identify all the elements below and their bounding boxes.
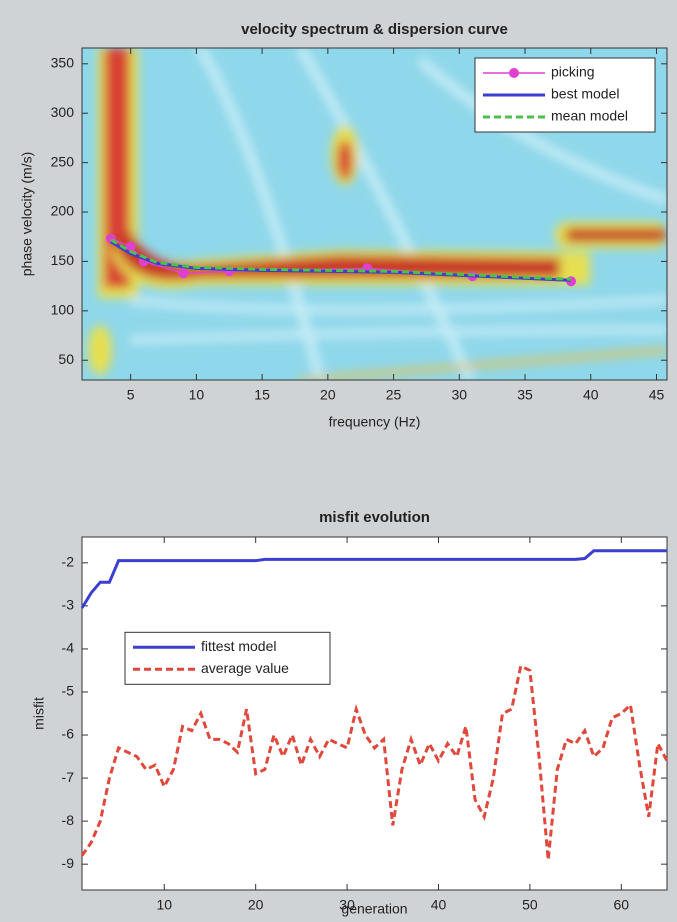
x-tick-label: 30 (452, 387, 468, 403)
x-tick-label: 60 (614, 897, 630, 913)
point (178, 268, 189, 279)
x-tick-label: 15 (254, 387, 270, 403)
y-tick-label: -2 (62, 554, 75, 570)
y-tick-label: 300 (51, 104, 75, 120)
legend-marker (509, 68, 519, 78)
y-tick-label: -9 (62, 855, 75, 871)
x-tick-label: 50 (522, 897, 538, 913)
y-axis-label: misfit (31, 697, 47, 730)
y-tick-label: 50 (58, 351, 74, 367)
y-tick-label: -4 (62, 640, 75, 656)
y-tick-label: 150 (51, 252, 75, 268)
axes-frame (81, 47, 668, 381)
y-tick-label: -3 (62, 597, 75, 613)
y-tick-label: -7 (62, 769, 75, 785)
x-tick-label: 40 (431, 897, 447, 913)
y-tick-label: 100 (51, 302, 75, 318)
y-tick-label: 350 (51, 55, 75, 71)
legend-label: mean model (551, 108, 628, 124)
x-tick-label: 45 (649, 387, 665, 403)
y-tick-label: -5 (62, 683, 75, 699)
x-tick-label: 10 (189, 387, 205, 403)
x-tick-label: 30 (339, 897, 355, 913)
x-tick-label: 40 (583, 387, 599, 403)
legend-box (124, 631, 331, 685)
chart-title: velocity spectrum & dispersion curve (241, 21, 508, 38)
x-tick-label: 20 (320, 387, 336, 403)
x-axis-label: generation (341, 901, 407, 917)
x-tick-label: 5 (127, 387, 135, 403)
x-tick-label: 35 (517, 387, 533, 403)
plot-area (82, 537, 667, 890)
chart-title: misfit evolution (319, 509, 430, 526)
y-tick-label: 250 (51, 153, 75, 169)
series-line (80, 663, 669, 861)
point (125, 241, 136, 252)
y-axis-label: phase velocity (m/s) (19, 152, 35, 276)
y-tick-label: -8 (62, 812, 75, 828)
x-tick-label: 10 (156, 897, 172, 913)
y-tick-label: 200 (51, 203, 75, 219)
legend-label: picking (551, 64, 595, 80)
legend-label: fittest model (201, 638, 276, 654)
axes-frame (81, 536, 668, 891)
x-tick-label: 25 (386, 387, 402, 403)
series-line (110, 238, 572, 281)
series-line (80, 549, 667, 609)
x-tick-label: 20 (248, 897, 264, 913)
legend-label: average value (201, 660, 289, 676)
legend-label: best model (551, 86, 619, 102)
y-tick-label: -6 (62, 726, 75, 742)
x-axis-label: frequency (Hz) (329, 414, 421, 430)
